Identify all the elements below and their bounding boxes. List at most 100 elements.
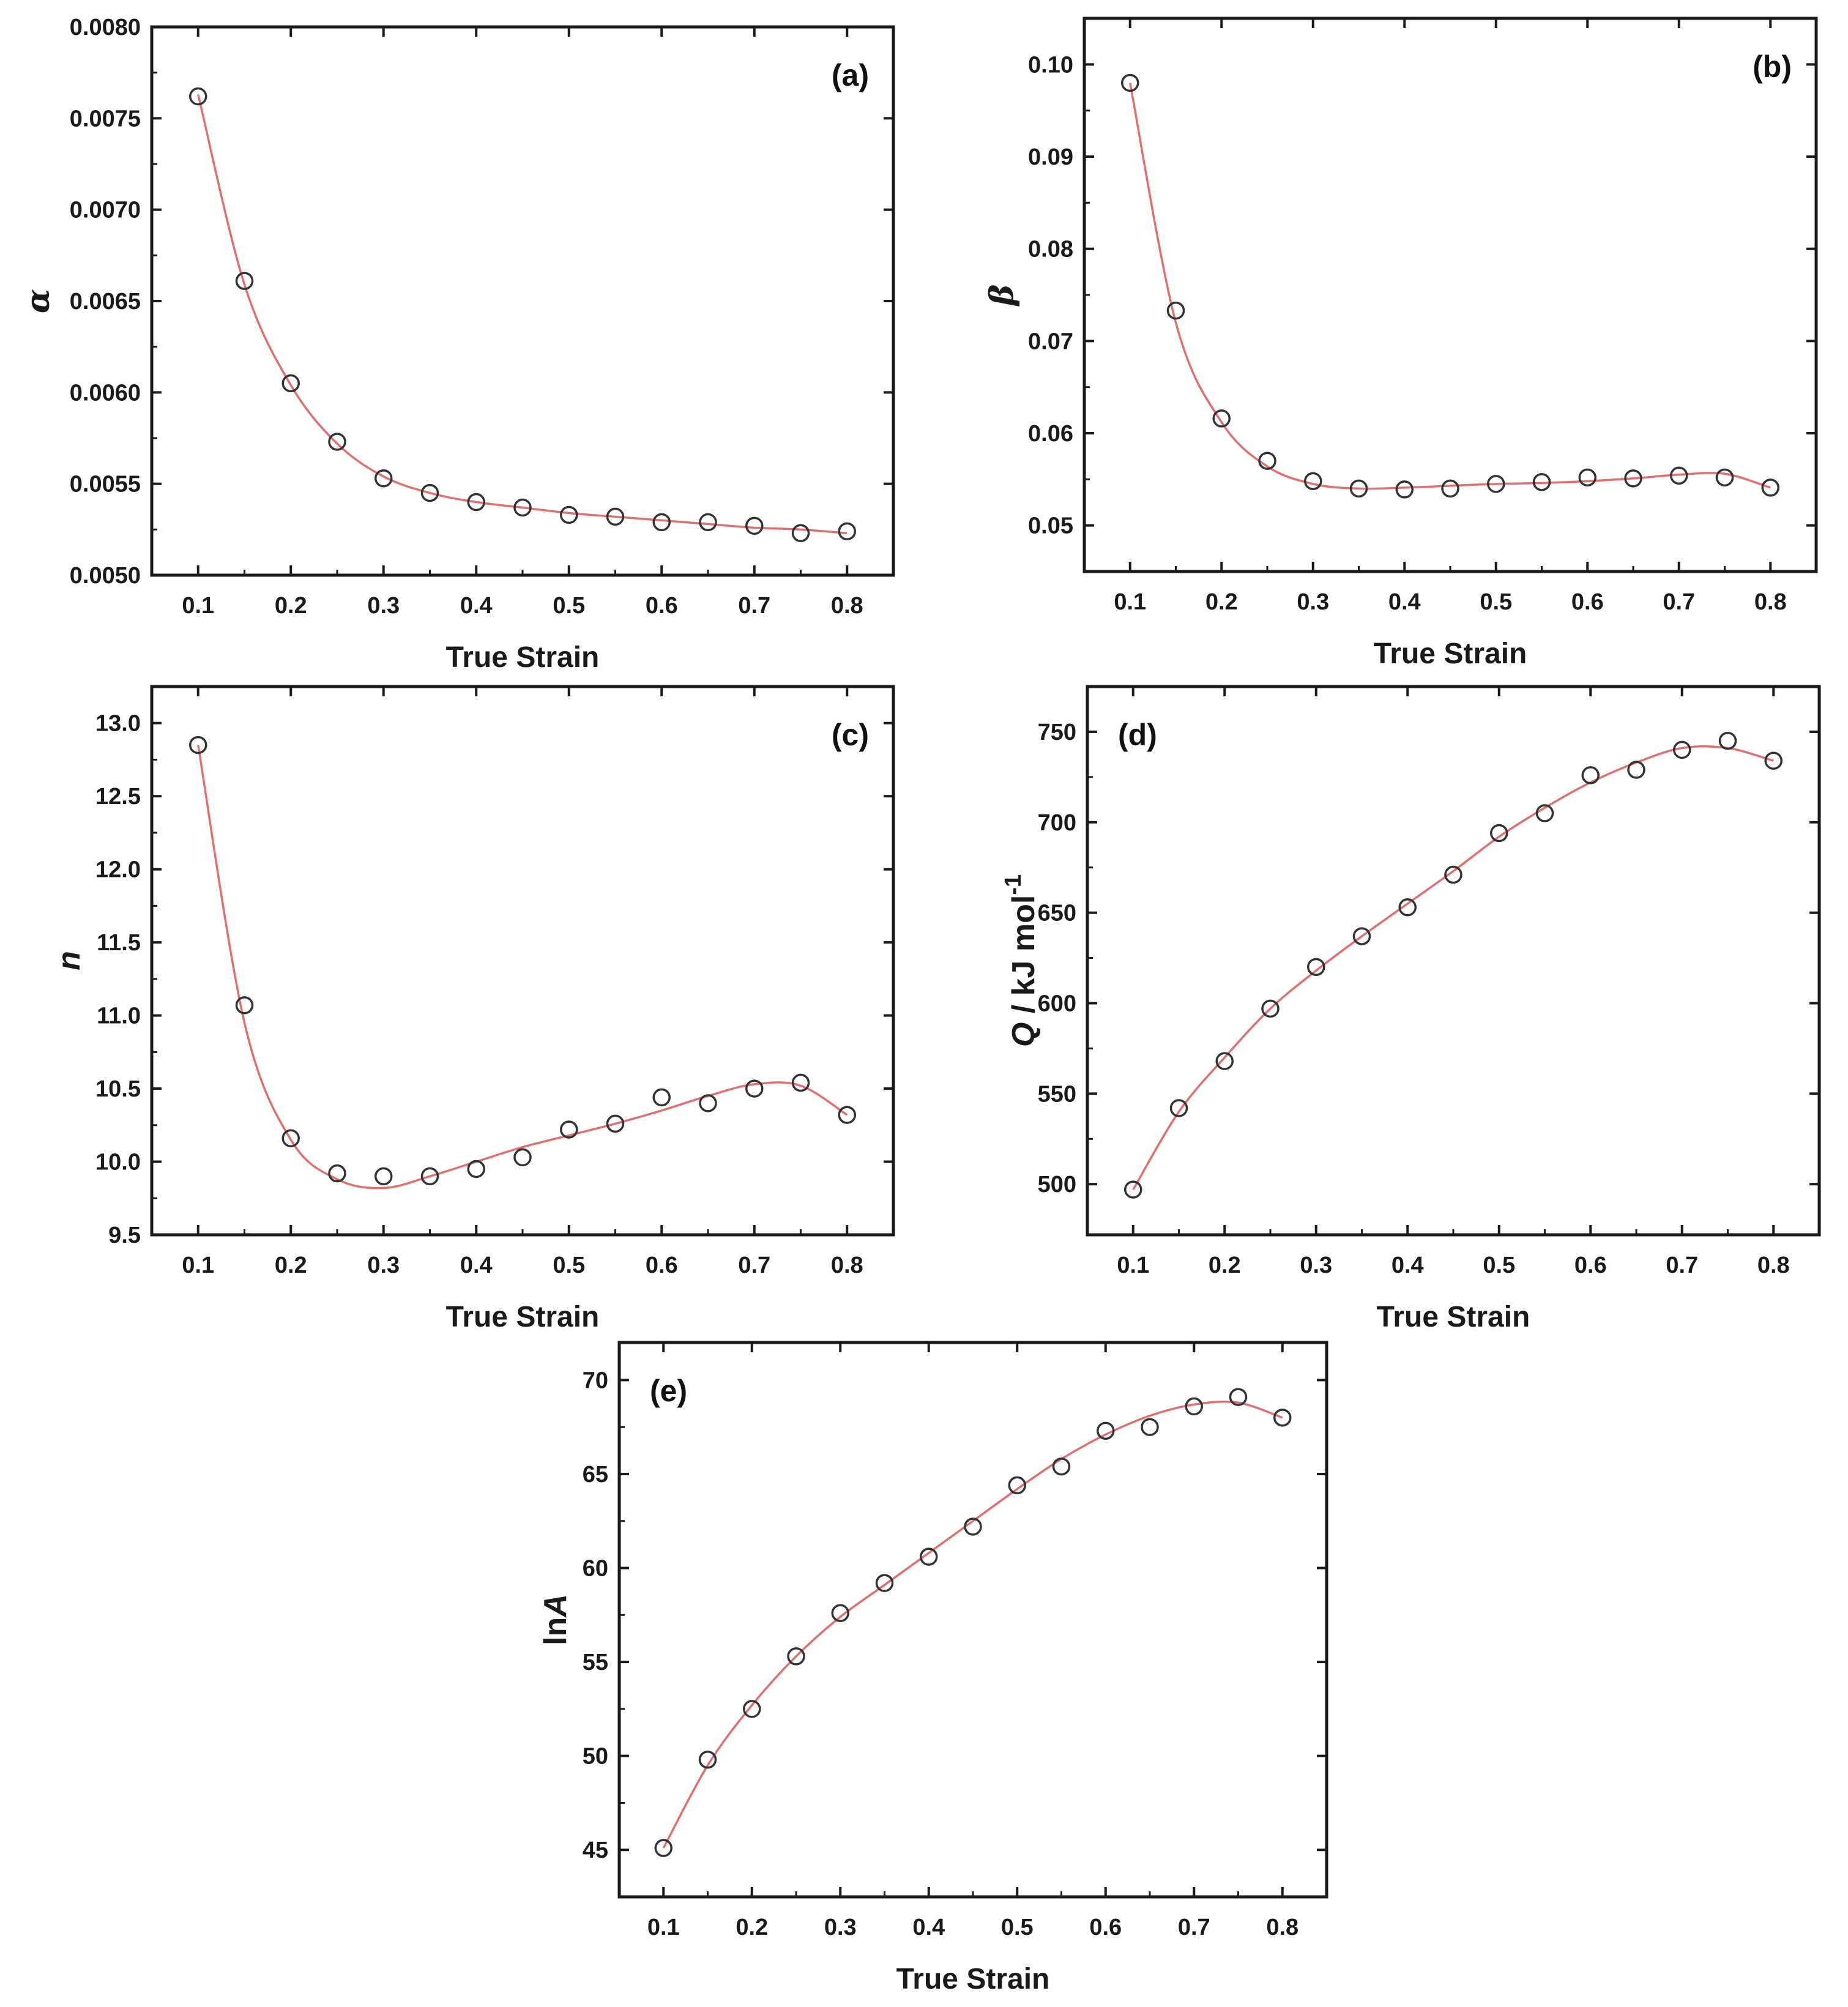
x-tick-label: 0.1 <box>182 1253 214 1278</box>
x-tick-label: 0.4 <box>1388 589 1421 615</box>
data-point <box>1490 824 1508 843</box>
data-point <box>920 1547 938 1566</box>
x-axis-label: True Strain <box>446 641 600 674</box>
x-tick-label: 0.3 <box>1297 589 1329 615</box>
y-tick-label: 60 <box>583 1556 608 1582</box>
data-point <box>1441 479 1459 498</box>
x-axis-label: True Strain <box>1374 638 1527 670</box>
data-point <box>1169 1099 1188 1117</box>
data-point <box>467 493 485 512</box>
y-tick-label: 0.0050 <box>70 563 141 589</box>
x-tick-label: 0.2 <box>275 1253 307 1278</box>
x-tick-label: 0.7 <box>738 593 770 619</box>
panel-c: 0.1 0.2 0.3 0.4 0.5 0.6 0.7 0.8 9.5 10.0 10.5 11.0 1… <box>51 685 895 1333</box>
data-point <box>1307 958 1325 977</box>
x-tick-label: 0.1 <box>1114 589 1146 615</box>
x-tick-label: 0.6 <box>1089 1915 1122 1940</box>
x-tick-label: 0.4 <box>460 593 493 619</box>
y-axis-label-sup: -1 <box>1000 874 1026 895</box>
data-point <box>1673 740 1691 759</box>
y-tick-label: 0.0070 <box>70 198 141 223</box>
x-tick-label: 0.5 <box>553 593 585 619</box>
data-point <box>281 1129 300 1148</box>
x-tick-label: 0.1 <box>647 1915 680 1940</box>
y-tick-label: 0.05 <box>1028 513 1073 539</box>
panel-d: 0.1 0.2 0.3 0.4 0.5 0.6 0.7 0.8 500 550 600 650 700 7… <box>1000 685 1821 1333</box>
data-point <box>513 1148 532 1167</box>
data-point <box>560 1120 578 1139</box>
data-point <box>1624 469 1642 488</box>
x-tick-label: 0.6 <box>646 1253 678 1278</box>
x-tick-label: 0.4 <box>460 1253 493 1278</box>
x-tick-label: 0.4 <box>1392 1253 1424 1278</box>
data-point <box>1121 73 1139 92</box>
panel-e: 0.1 0.2 0.3 0.4 0.5 0.6 0.7 0.8 45 50 55 60 65 70 True… <box>538 1341 1328 1995</box>
x-tick-label: 0.5 <box>553 1253 585 1278</box>
x-tick-label: 0.5 <box>1001 1915 1034 1940</box>
y-tick-label: 45 <box>583 1838 608 1863</box>
x-axis-label: True Strain <box>896 1963 1050 1995</box>
y-tick-label: 0.09 <box>1028 144 1073 170</box>
data-point <box>1097 1421 1115 1440</box>
data-point <box>1052 1457 1071 1476</box>
data-point <box>374 1167 393 1186</box>
x-tick-label: 0.8 <box>831 1253 863 1278</box>
y-tick-label: 0.0055 <box>70 472 141 497</box>
data-point <box>1487 475 1505 493</box>
x-tick-label: 0.2 <box>275 593 307 619</box>
y-tick-label: 9.5 <box>108 1223 141 1248</box>
data-point <box>831 1604 849 1623</box>
y-tick-label: 12.0 <box>95 857 141 883</box>
data-point <box>1764 751 1783 770</box>
panel-label: (a) <box>832 58 869 92</box>
data-point <box>1398 898 1417 917</box>
data-point <box>838 522 856 541</box>
data-point <box>420 1167 439 1186</box>
data-point <box>1166 301 1185 320</box>
x-tick-label: 0.6 <box>1571 589 1604 615</box>
data-point <box>791 1073 810 1092</box>
x-tick-label: 0.6 <box>646 593 678 619</box>
data-point <box>791 524 810 543</box>
data-point <box>1535 804 1554 822</box>
x-tick-label: 0.7 <box>1663 589 1695 615</box>
data-point <box>743 1700 761 1718</box>
x-tick-label: 0.8 <box>1754 589 1787 615</box>
y-tick-label: 0.0065 <box>70 289 141 315</box>
panel-label: (b) <box>1753 50 1792 84</box>
x-tick-label: 0.2 <box>1209 1253 1241 1278</box>
panel-label: (e) <box>650 1374 687 1408</box>
y-tick-label: 65 <box>583 1462 608 1488</box>
x-tick-label: 0.3 <box>367 1253 400 1278</box>
y-tick-label: 0.0075 <box>70 106 141 132</box>
y-tick-label: 0.0060 <box>70 380 141 406</box>
data-point <box>560 505 578 524</box>
data-point <box>1304 472 1322 491</box>
data-point <box>374 469 393 488</box>
y-tick-label: 500 <box>1038 1172 1076 1197</box>
panel-a: 0.1 0.2 0.3 0.4 0.5 0.6 0.7 0.8 0.0050 0.0055 0.00… <box>20 15 895 674</box>
data-point <box>1349 479 1368 498</box>
y-axis-label: n <box>51 951 87 970</box>
y-tick-label: 650 <box>1038 901 1076 926</box>
y-tick-label: 0.07 <box>1028 329 1073 354</box>
y-axis-label-italic: Q <box>1006 1022 1041 1047</box>
y-tick-label: 10.5 <box>95 1076 141 1102</box>
x-tick-label: 0.5 <box>1480 589 1512 615</box>
data-point <box>606 1114 625 1133</box>
x-tick-label: 0.7 <box>1178 1915 1210 1940</box>
data-point <box>698 1751 717 1769</box>
y-tick-label: 0.08 <box>1028 237 1073 263</box>
data-point <box>235 996 254 1015</box>
x-tick-label: 0.2 <box>1205 589 1238 615</box>
data-point <box>1444 865 1462 884</box>
y-tick-label: 600 <box>1038 991 1076 1016</box>
x-tick-label: 0.7 <box>1666 1253 1698 1278</box>
y-tick-label: 11.0 <box>97 1004 141 1029</box>
x-axis-label: True Strain <box>1377 1301 1530 1333</box>
y-axis-label: α <box>20 289 57 313</box>
data-point <box>235 272 254 290</box>
x-tick-label: 0.1 <box>1117 1253 1149 1278</box>
x-tick-label: 0.4 <box>912 1915 945 1940</box>
